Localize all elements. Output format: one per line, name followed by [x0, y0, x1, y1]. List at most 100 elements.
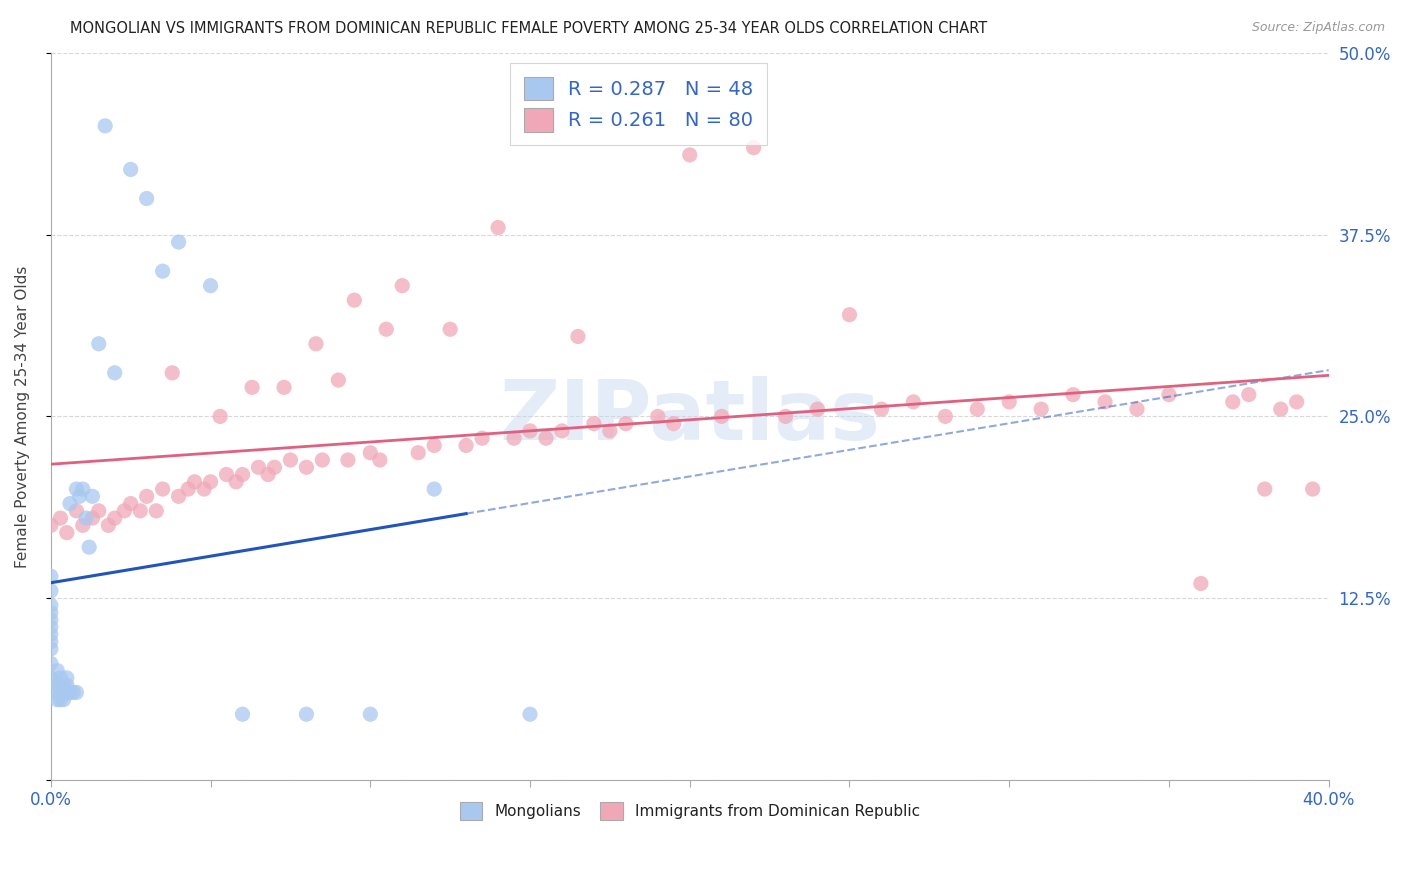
Point [65, 685, 87, 699]
Point [94, 119, 117, 133]
Point [152, 264, 174, 278]
Point [1031, 402, 1053, 417]
Point [52, 692, 75, 706]
Point [39, 627, 62, 641]
Point [471, 431, 494, 445]
Point [519, 707, 541, 722]
Point [39, 599, 62, 613]
Point [39, 583, 62, 598]
Point [567, 329, 589, 343]
Point [152, 482, 174, 496]
Point [1222, 395, 1244, 409]
Point [39, 657, 62, 671]
Point [423, 482, 446, 496]
Point [225, 475, 247, 489]
Point [82, 489, 104, 503]
Point [62, 685, 84, 699]
Point [1285, 395, 1308, 409]
Point [1126, 402, 1149, 417]
Point [160, 366, 183, 380]
Point [193, 482, 215, 496]
Point [135, 489, 157, 503]
Point [305, 336, 328, 351]
Point [368, 453, 391, 467]
Point [280, 453, 302, 467]
Point [39, 671, 62, 685]
Point [215, 467, 238, 482]
Point [391, 278, 413, 293]
Text: MONGOLIAN VS IMMIGRANTS FROM DOMINICAN REPUBLIC FEMALE POVERTY AMONG 25-34 YEAR : MONGOLIAN VS IMMIGRANTS FROM DOMINICAN R… [70, 21, 987, 36]
Point [806, 402, 828, 417]
Point [679, 148, 702, 162]
Point [104, 511, 127, 525]
Point [52, 685, 75, 699]
Point [77, 540, 100, 554]
Text: ZIPatlas: ZIPatlas [499, 376, 880, 457]
Point [1270, 402, 1292, 417]
Point [120, 497, 142, 511]
Point [56, 671, 79, 685]
Point [87, 504, 110, 518]
Point [39, 518, 62, 533]
Text: Source: ZipAtlas.com: Source: ZipAtlas.com [1251, 21, 1385, 34]
Point [423, 438, 446, 452]
Point [519, 424, 541, 438]
Point [503, 431, 526, 445]
Point [1189, 576, 1212, 591]
Point [311, 453, 333, 467]
Point [359, 446, 381, 460]
Point [582, 417, 605, 431]
Point [87, 336, 110, 351]
Point [39, 641, 62, 656]
Point [145, 504, 167, 518]
Point [406, 446, 429, 460]
Point [52, 678, 75, 692]
Point [129, 504, 152, 518]
Point [934, 409, 956, 424]
Point [273, 380, 295, 394]
Point [65, 482, 87, 496]
Point [1157, 387, 1180, 401]
Point [240, 380, 263, 394]
Point [183, 475, 205, 489]
Point [599, 424, 621, 438]
Point [75, 511, 97, 525]
Point [231, 467, 253, 482]
Point [257, 467, 280, 482]
Point [56, 678, 79, 692]
Point [69, 489, 91, 503]
Point [72, 482, 94, 496]
Point [49, 671, 72, 685]
Point [39, 620, 62, 634]
Point [59, 685, 82, 699]
Point [112, 504, 135, 518]
Point [456, 438, 478, 452]
Point [177, 482, 200, 496]
Point [39, 634, 62, 648]
Point [1254, 482, 1277, 496]
Point [870, 402, 893, 417]
Point [336, 453, 359, 467]
Point [200, 278, 222, 293]
Point [838, 308, 860, 322]
Point [46, 664, 69, 678]
Point [231, 707, 253, 722]
Point [998, 395, 1021, 409]
Point [486, 220, 509, 235]
Point [65, 504, 87, 518]
Point [359, 707, 381, 722]
Y-axis label: Female Poverty Among 25-34 Year Olds: Female Poverty Among 25-34 Year Olds [15, 265, 30, 567]
Point [167, 489, 190, 503]
Legend: Mongolians, Immigrants from Dominican Republic: Mongolians, Immigrants from Dominican Re… [453, 796, 927, 827]
Point [375, 322, 398, 336]
Point [662, 417, 685, 431]
Point [263, 460, 285, 475]
Point [966, 402, 988, 417]
Point [647, 409, 669, 424]
Point [49, 692, 72, 706]
Point [551, 424, 574, 438]
Point [97, 518, 120, 533]
Point [135, 192, 157, 206]
Point [104, 366, 127, 380]
Point [534, 431, 557, 445]
